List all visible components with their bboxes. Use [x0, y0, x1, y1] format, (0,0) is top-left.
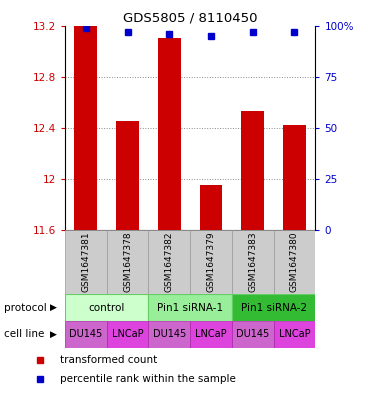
Bar — [107, 230, 148, 294]
Bar — [65, 321, 107, 348]
Text: transformed count: transformed count — [60, 354, 157, 365]
Text: protocol: protocol — [4, 303, 46, 313]
Bar — [241, 111, 264, 230]
Bar — [200, 185, 223, 230]
Bar — [148, 230, 190, 294]
Text: LNCaP: LNCaP — [195, 329, 227, 340]
Text: control: control — [88, 303, 125, 313]
Text: GSM1647378: GSM1647378 — [123, 231, 132, 292]
Text: GSM1647379: GSM1647379 — [207, 231, 216, 292]
Text: DU145: DU145 — [152, 329, 186, 340]
Bar — [148, 294, 232, 321]
Bar — [190, 321, 232, 348]
Text: DU145: DU145 — [236, 329, 269, 340]
Bar — [65, 230, 107, 294]
Bar — [190, 230, 232, 294]
Bar — [232, 230, 273, 294]
Text: LNCaP: LNCaP — [112, 329, 143, 340]
Text: percentile rank within the sample: percentile rank within the sample — [60, 374, 236, 384]
Bar — [116, 121, 139, 230]
Bar — [158, 38, 181, 230]
Text: GSM1647383: GSM1647383 — [248, 231, 257, 292]
Bar — [65, 294, 148, 321]
Text: Pin1 siRNA-1: Pin1 siRNA-1 — [157, 303, 223, 313]
Bar — [148, 321, 190, 348]
Bar — [283, 125, 306, 230]
Text: DU145: DU145 — [69, 329, 102, 340]
Bar — [273, 230, 315, 294]
Text: GSM1647381: GSM1647381 — [81, 231, 90, 292]
Text: cell line: cell line — [4, 329, 44, 340]
Title: GDS5805 / 8110450: GDS5805 / 8110450 — [123, 11, 257, 24]
Text: ▶: ▶ — [50, 330, 57, 339]
Text: GSM1647382: GSM1647382 — [165, 232, 174, 292]
Bar — [273, 321, 315, 348]
Text: Pin1 siRNA-2: Pin1 siRNA-2 — [240, 303, 307, 313]
Text: LNCaP: LNCaP — [279, 329, 310, 340]
Text: GSM1647380: GSM1647380 — [290, 231, 299, 292]
Bar — [232, 321, 273, 348]
Text: ▶: ▶ — [50, 303, 57, 312]
Bar — [107, 321, 148, 348]
Bar — [74, 26, 97, 230]
Bar — [232, 294, 315, 321]
